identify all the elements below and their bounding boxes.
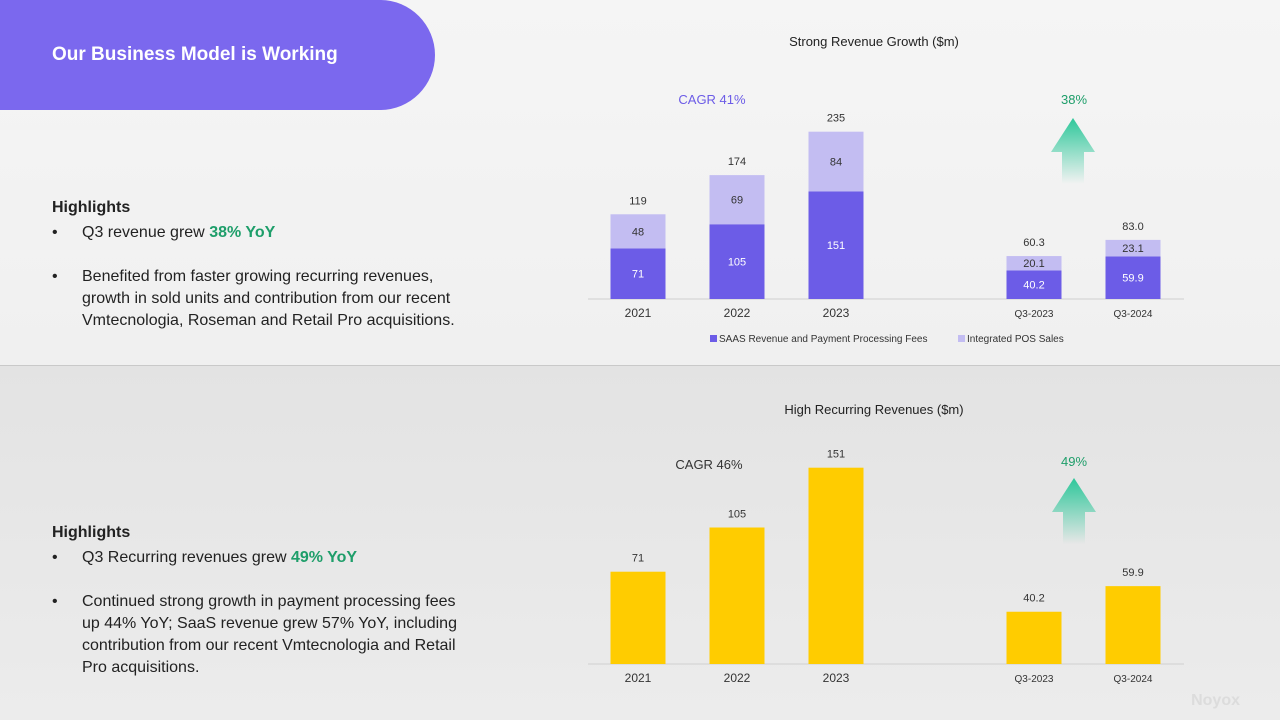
growth-highlight: 38% YoY: [209, 224, 276, 241]
growth-label: 49%: [1061, 454, 1087, 469]
growth-highlight: 49% YoY: [290, 549, 358, 566]
x-tick-label: Q3-2024: [1114, 674, 1153, 685]
x-tick-label: Q3-2023: [1015, 674, 1054, 685]
bullet-item: • Continued strong growth in payment pro…: [52, 591, 462, 679]
bullet-icon: •: [52, 549, 58, 566]
revenue-growth-chart: 71 48 119 2021 105 69 174 2022 151 84 235 2023 40.2 2…: [588, 92, 1184, 345]
data-label: 40.2: [1023, 280, 1044, 292]
bullet-item: • Benefited from faster growing recurrin…: [52, 266, 462, 332]
total-label: 119: [629, 195, 647, 207]
bar-segment: [808, 131, 864, 192]
data-label: 105: [728, 509, 746, 521]
bar-segment: [610, 248, 666, 299]
bottom-highlights: Highlights • Q3 Recurring revenues grew …: [52, 522, 462, 701]
highlights-title: Highlights: [52, 524, 131, 541]
data-label: 71: [632, 553, 644, 565]
bullet-text: Continued strong growth in payment proce…: [82, 593, 457, 676]
total-label: 60.3: [1023, 237, 1044, 249]
data-label: 84: [830, 157, 842, 169]
bullet-icon: •: [52, 224, 58, 241]
bar-segment: [808, 191, 864, 299]
bar-segment: [709, 224, 765, 299]
bar-segment: [1006, 270, 1062, 299]
x-tick-label: 2023: [823, 306, 850, 320]
data-label: 69: [731, 195, 743, 207]
watermark-logo: Noyox: [1191, 692, 1240, 709]
recurring-revenue-chart: 71 2021 105 2022 151 2023 40.2 Q3-2023 59.9 Q3-20…: [588, 449, 1184, 685]
x-tick-label: Q3-2023: [1015, 309, 1054, 320]
top-highlights: Highlights • Q3 revenue grew 38% YoY • B…: [52, 197, 462, 354]
cagr-label: CAGR 41%: [678, 92, 746, 107]
growth-arrow-icon: [1052, 478, 1096, 544]
bar-segment: [709, 175, 765, 225]
title-banner: Our Business Model is Working: [0, 0, 435, 110]
bar-segment: [1006, 256, 1062, 271]
data-label: 105: [728, 257, 746, 269]
data-label: 23.1: [1122, 243, 1143, 255]
bar-segment: [1105, 239, 1161, 257]
slide-title: Our Business Model is Working: [52, 44, 338, 65]
legend-label: SAAS Revenue and Payment Processing Fees: [719, 334, 927, 345]
chart-title-recurring: High Recurring Revenues ($m): [784, 402, 964, 417]
x-tick-label: Q3-2024: [1114, 309, 1153, 320]
x-tick-label: 2022: [724, 671, 751, 685]
total-label: 174: [728, 156, 746, 168]
highlights-title: Highlights: [52, 199, 131, 216]
bar: [1105, 586, 1161, 664]
bar-segment: [1105, 256, 1161, 299]
bullet-icon: •: [52, 593, 58, 610]
data-label: 71: [632, 269, 644, 281]
bullet-icon: •: [52, 268, 58, 285]
bullet-item: • Q3 revenue grew 38% YoY: [52, 222, 462, 244]
data-label: 59.9: [1122, 567, 1143, 579]
bullet-item: • Q3 Recurring revenues grew 49% YoY: [52, 547, 462, 569]
x-tick-label: 2023: [823, 671, 850, 685]
bullet-text-plain: Q3 Recurring revenues grew: [82, 549, 291, 566]
bar-segment: [610, 214, 666, 249]
growth-label: 38%: [1061, 92, 1087, 107]
bar: [808, 467, 864, 664]
x-tick-label: 2021: [625, 306, 652, 320]
cagr-label: CAGR 46%: [675, 457, 743, 472]
bullet-text: Benefited from faster growing recurring …: [82, 268, 455, 329]
legend-label: Integrated POS Sales: [967, 334, 1064, 345]
x-tick-label: 2021: [625, 671, 652, 685]
bar: [610, 571, 666, 664]
legend-swatch: [958, 335, 965, 342]
x-tick-label: 2022: [724, 306, 751, 320]
data-label: 40.2: [1023, 593, 1044, 605]
growth-arrow-icon: [1051, 118, 1095, 184]
data-label: 151: [827, 449, 845, 461]
bar: [709, 527, 765, 664]
bullet-text: Q3 revenue grew 38% YoY: [82, 222, 462, 244]
legend-swatch: [710, 335, 717, 342]
data-label: 151: [827, 240, 845, 252]
total-label: 235: [827, 113, 845, 125]
total-label: 83.0: [1122, 221, 1143, 233]
chart-title-revenue: Strong Revenue Growth ($m): [789, 34, 959, 49]
data-label: 20.1: [1023, 258, 1044, 270]
bullet-text-plain: Q3 revenue grew: [82, 224, 210, 241]
bar: [1006, 611, 1062, 664]
data-label: 48: [632, 226, 644, 238]
bullet-text: Q3 Recurring revenues grew 49% YoY: [82, 547, 462, 569]
data-label: 59.9: [1122, 273, 1143, 285]
